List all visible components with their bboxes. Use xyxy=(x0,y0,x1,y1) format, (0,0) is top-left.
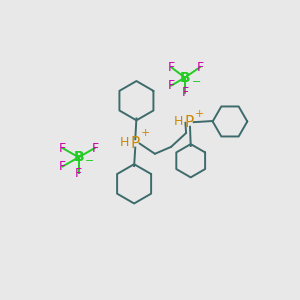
Text: +: + xyxy=(195,109,204,119)
Text: P: P xyxy=(185,115,194,130)
Text: F: F xyxy=(182,86,188,99)
Text: F: F xyxy=(59,142,66,154)
Text: F: F xyxy=(91,142,98,154)
Text: −: − xyxy=(191,77,201,87)
Text: B: B xyxy=(180,70,190,85)
Text: F: F xyxy=(196,61,203,74)
Text: F: F xyxy=(59,160,66,173)
Text: F: F xyxy=(167,61,175,74)
Text: H: H xyxy=(119,136,129,149)
Text: F: F xyxy=(167,79,175,92)
Text: P: P xyxy=(130,136,140,151)
Text: +: + xyxy=(140,128,150,139)
Text: B: B xyxy=(74,150,84,164)
Text: −: − xyxy=(85,156,94,167)
Text: H: H xyxy=(174,115,183,128)
Text: F: F xyxy=(75,167,82,180)
